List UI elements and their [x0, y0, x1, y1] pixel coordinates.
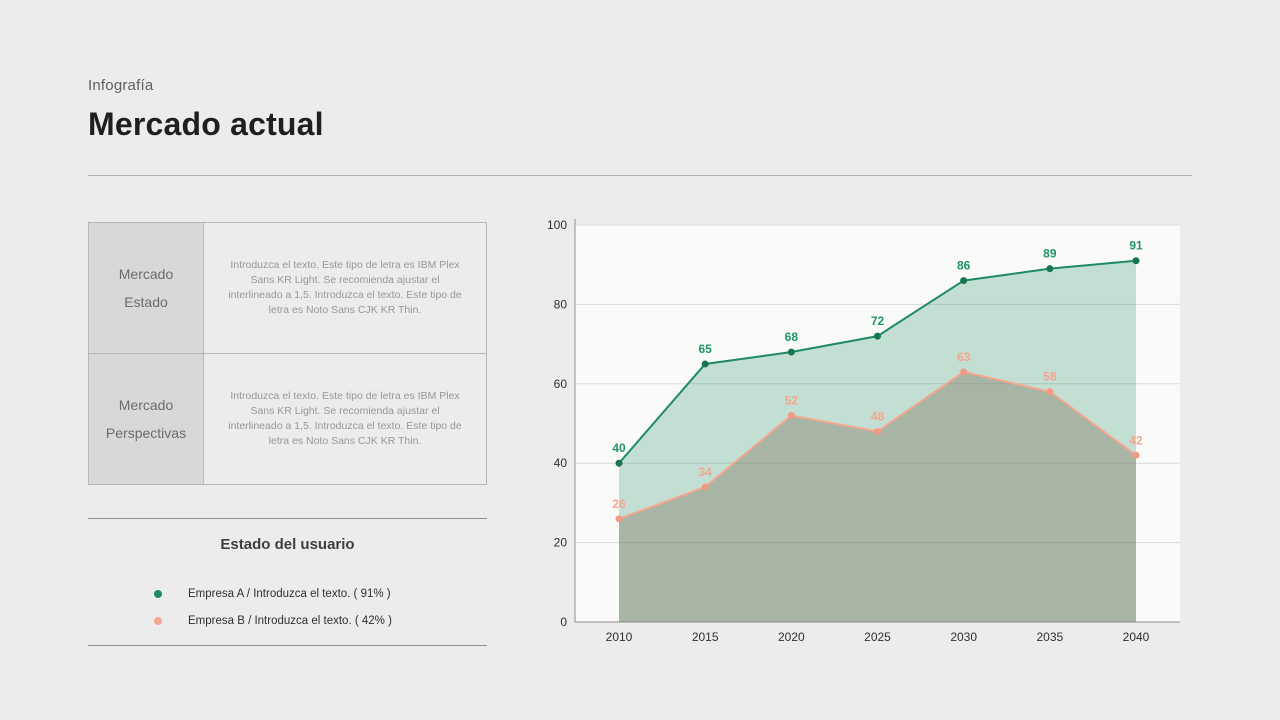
y-tick-label: 20 [554, 536, 568, 550]
empresa-b-dot-icon [154, 616, 162, 625]
data-label: 68 [785, 330, 799, 344]
data-label: 34 [698, 465, 712, 479]
row-label-line: Estado [124, 294, 168, 310]
x-tick-label: 2035 [1036, 630, 1063, 644]
title-divider [88, 175, 1192, 176]
data-point [1132, 257, 1140, 265]
legend-item-label: Empresa B / Introduzca el texto. ( 42% ) [188, 614, 392, 627]
data-point [1132, 451, 1140, 459]
row-label-line: Mercado [118, 397, 174, 413]
row-label-estado: Mercado Estado [88, 222, 204, 354]
y-tick-label: 40 [554, 456, 568, 470]
chart-panel: 0 20 40 60 80 100 2010 2015 2020 2025 2030 2035 2040… [540, 205, 1200, 655]
data-point [1046, 265, 1054, 273]
x-tick-label: 2040 [1123, 630, 1150, 644]
x-tick-label: 2030 [950, 630, 977, 644]
y-tick-label: 80 [554, 297, 568, 311]
data-label: 63 [957, 350, 971, 364]
x-tick-label: 2010 [606, 630, 633, 644]
data-point [615, 459, 623, 467]
data-point [874, 427, 881, 435]
y-tick-label: 60 [554, 377, 568, 391]
data-point [787, 412, 795, 420]
data-point [960, 368, 968, 376]
table-row: Mercado Perspectivas Introduzca el texto… [88, 353, 487, 485]
area-empresa-b [619, 371, 1136, 622]
plot-background [575, 225, 1180, 622]
legend-divider-top [88, 518, 487, 519]
row-label-line: Perspectivas [105, 425, 187, 441]
data-label: 89 [1043, 247, 1057, 261]
x-tick-label: 2025 [864, 630, 891, 644]
eyebrow-label: Infografía [88, 77, 154, 94]
row-label-perspectivas: Mercado Perspectivas [88, 353, 204, 485]
legend-item-label: Empresa A / Introduzca el texto. ( 91% ) [188, 587, 391, 600]
data-point [787, 348, 795, 356]
data-label: 48 [871, 409, 885, 423]
area-empresa-a [619, 260, 1136, 622]
data-label: 65 [698, 342, 712, 356]
row-body-perspectivas: Introduzca el texto. Este tipo de letra … [203, 353, 487, 485]
y-tick-label: 100 [547, 218, 567, 232]
data-label: 40 [612, 441, 626, 455]
info-table: Mercado Estado Introduzca el texto. Este… [88, 222, 487, 485]
row-label-line: Mercado [118, 266, 174, 282]
legend-item-empresa-b: Empresa B / Introduzca el texto. ( 42% ) [88, 607, 487, 634]
data-label: 52 [785, 394, 799, 408]
data-point [615, 515, 623, 523]
data-label: 26 [612, 497, 626, 511]
data-point [960, 277, 968, 285]
data-label: 86 [957, 259, 971, 273]
empresa-a-dot-icon [154, 589, 162, 598]
data-label: 58 [1043, 370, 1057, 384]
data-label: 42 [1129, 433, 1143, 447]
data-point [701, 360, 709, 368]
legend-divider-bottom [88, 645, 487, 646]
table-row: Mercado Estado Introduzca el texto. Este… [88, 222, 487, 354]
legend-title: Estado del usuario [220, 536, 355, 553]
y-tick-label: 0 [560, 615, 567, 629]
row-body-estado: Introduzca el texto. Este tipo de letra … [203, 222, 487, 354]
data-point [874, 332, 881, 340]
data-label: 72 [871, 314, 885, 328]
data-point [1046, 388, 1054, 396]
x-tick-label: 2020 [778, 630, 805, 644]
legend: Empresa A / Introduzca el texto. ( 91% )… [88, 580, 487, 634]
data-point [701, 483, 709, 491]
x-tick-label: 2015 [692, 630, 719, 644]
legend-item-empresa-a: Empresa A / Introduzca el texto. ( 91% ) [88, 580, 487, 607]
data-label: 91 [1129, 239, 1143, 253]
page-title: Mercado actual [88, 106, 324, 142]
